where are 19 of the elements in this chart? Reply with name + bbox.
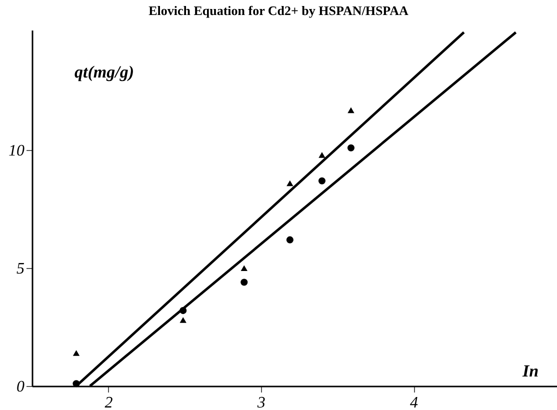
point: [318, 177, 326, 184]
x-tick-label: 3: [256, 394, 266, 410]
point: [348, 107, 354, 114]
point: [286, 236, 294, 244]
point: [318, 152, 326, 158]
point: [180, 317, 186, 323]
chart-title: Elovich Equation for Cd2+ by HSPAN/HSPAA: [148, 3, 410, 18]
point: [72, 350, 80, 356]
point: [286, 180, 294, 186]
y-axis-title: qt(mg/g): [74, 62, 134, 82]
x-axis-title: In: [522, 362, 539, 380]
x-tick-label: 2: [104, 394, 113, 410]
x-tick-label: 4: [410, 394, 418, 410]
y-tick-label: 5: [16, 260, 24, 278]
point: [347, 144, 355, 152]
point: [240, 278, 248, 286]
point: [240, 265, 248, 272]
y-tick-label: 10: [8, 142, 24, 160]
y-tick-label: 0: [16, 378, 24, 396]
